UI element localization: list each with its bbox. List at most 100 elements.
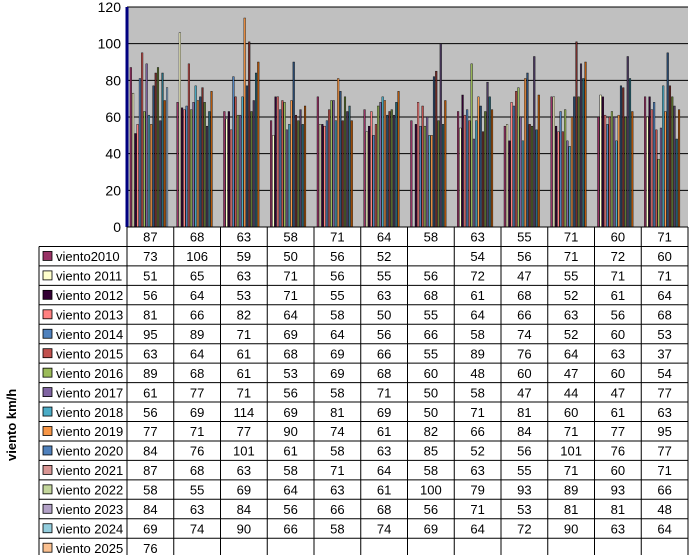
bar [365,131,368,228]
table-cell-value: 89 [190,327,204,342]
bar [332,100,335,228]
table-cell-value: 71 [470,405,484,420]
table-cell-value: 61 [611,405,625,420]
bar [248,41,251,228]
bar [644,96,647,228]
bar [459,127,462,228]
table-cell-value: 77 [611,424,625,439]
bar [512,105,515,228]
table-cell-value: 58 [330,444,344,459]
bar [368,125,371,228]
bar [147,114,150,228]
bar [386,114,389,228]
table-cell-value: 60 [611,366,625,381]
bar [279,109,282,228]
table-cell-value: 66 [330,502,344,517]
bar [599,94,602,228]
table-cell-value: 71 [330,230,344,245]
bar [550,96,553,228]
bar [515,91,518,228]
bar [479,105,482,228]
bar [615,140,618,228]
bar [662,85,665,228]
table-cell-value: 66 [657,483,671,498]
bar [528,124,531,228]
table-cell-value: 71 [330,463,344,478]
y-tick-label: 100 [98,36,122,52]
bar [395,102,398,228]
table-cell-value: 85 [424,444,438,459]
table-cell-value: 64 [377,230,391,245]
bar [230,129,233,228]
bar [671,96,674,228]
table-cell-value: 66 [283,521,297,536]
table-cell-value: 77 [190,385,204,400]
bar [325,120,328,228]
bar [294,114,298,228]
bar [650,109,653,228]
bar [664,111,667,228]
bar [610,111,613,228]
table-cell-value: 58 [470,327,484,342]
bar [134,133,137,228]
legend-label: viento 2020 [56,444,123,459]
table-cell-value: 90 [237,521,251,536]
table-cell-value: 68 [517,288,531,303]
bar [521,140,524,228]
bar [374,124,377,228]
table-cell-value: 84 [237,502,251,517]
bar [245,85,249,228]
table-cell-value: 84 [517,424,531,439]
table-cell-value: 50 [424,405,438,420]
bar [281,100,284,228]
table-cell-value: 64 [377,463,391,478]
y-tick-label: 20 [105,182,121,198]
bar [568,146,571,228]
table-cell-value: 66 [517,308,531,323]
legend-label: viento 2018 [56,405,123,420]
bar [517,87,520,228]
table-cell-value: 52 [564,288,578,303]
table-cell-value: 89 [564,483,578,498]
bar [657,158,660,228]
legend-swatch [42,367,53,378]
bar [470,63,473,228]
table-cell-value: 53 [237,288,251,303]
bar [390,109,393,228]
bar [141,52,144,228]
bar [227,111,230,228]
table-cell-value: 71 [564,424,578,439]
bar [426,116,429,228]
bar [468,120,471,228]
bar [270,120,273,228]
bar [363,109,366,228]
bar [156,67,160,228]
table-cell-value: 56 [377,327,391,342]
table-cell-value: 58 [330,385,344,400]
bar [606,124,609,228]
table-cell-value: 69 [330,366,344,381]
table-cell-value: 77 [657,444,671,459]
bar [274,96,277,228]
table-cell-value: 56 [143,288,157,303]
table-cell-value: 48 [657,502,671,517]
table-cell-value: 64 [283,308,297,323]
bar [524,78,527,228]
bar [190,109,193,228]
table-cell-value: 100 [420,483,442,498]
bar [491,109,494,228]
bar [624,116,627,228]
bar [646,116,649,228]
bar [617,114,620,228]
table-cell-value: 69 [377,405,391,420]
table-cell-value: 63 [237,269,251,284]
bar [557,131,560,228]
bar [414,124,417,228]
bar [301,124,304,228]
table-cell-value: 64 [657,521,671,536]
table-cell-value: 50 [424,385,438,400]
table-cell-value: 52 [470,444,484,459]
table-cell-value: 82 [424,424,438,439]
table-cell-value: 56 [424,502,438,517]
